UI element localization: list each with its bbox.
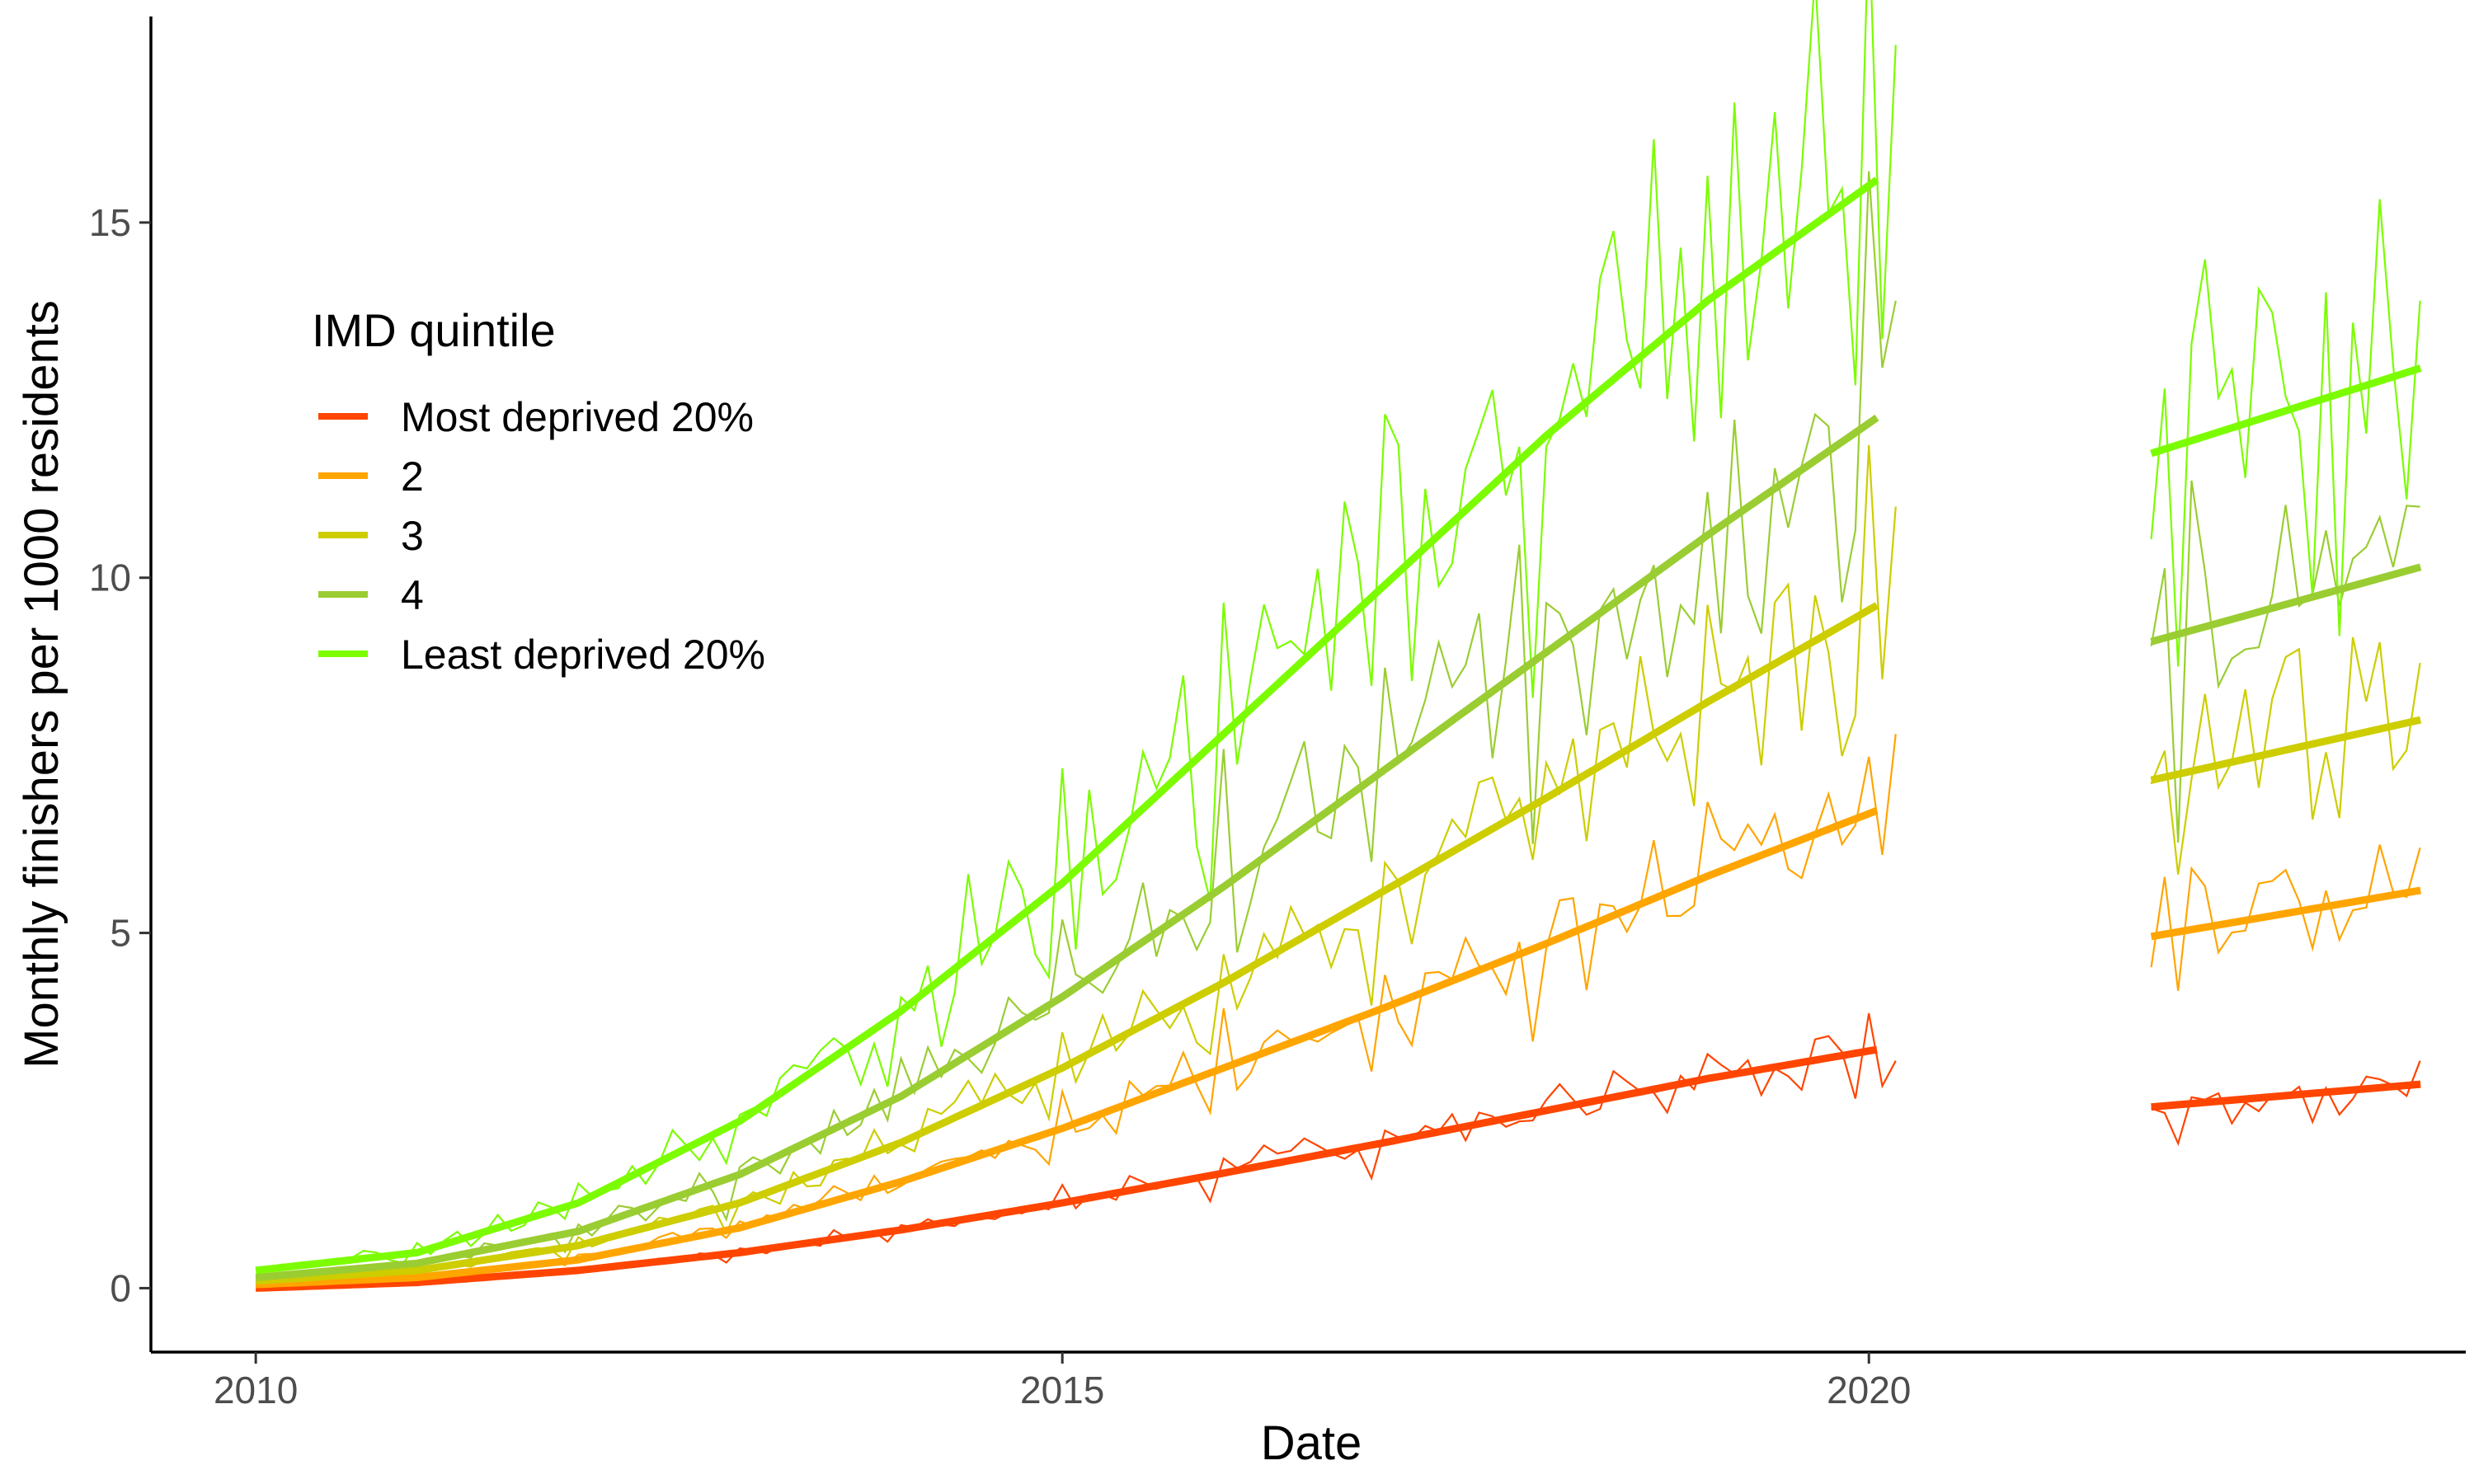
trend-line-5-period1 <box>255 176 1879 1275</box>
legend-label: Most deprived 20% <box>401 394 754 440</box>
x-tick-label: 2010 <box>214 1369 298 1411</box>
monthly-line-2-period2 <box>2150 844 2421 991</box>
x-axis-ticks: 2010 2015 2020 <box>214 1352 1911 1411</box>
y-tick-label: 15 <box>89 201 131 244</box>
y-tick-label: 0 <box>110 1266 131 1309</box>
y-axis-title: Monthly finishers per 1000 residents <box>15 300 68 1068</box>
legend-label: Least deprived 20% <box>401 632 765 678</box>
trend-line-3-period2 <box>2150 716 2422 784</box>
legend-label: 2 <box>401 453 424 500</box>
y-tick-label: 5 <box>110 912 131 955</box>
trend-line-1-period2 <box>2151 1080 2421 1111</box>
trend-line-3-period1 <box>255 602 1879 1285</box>
trend-line-4-period1 <box>255 414 1879 1281</box>
x-axis-title: Date <box>1261 1416 1362 1470</box>
trend-line-2-period2 <box>2150 886 2421 941</box>
monthly-line-3-period2 <box>2150 636 2421 875</box>
trend-line-4-period2 <box>2150 563 2422 646</box>
trend-line-1-period1 <box>255 1045 1878 1292</box>
monthly-line-4-period2 <box>2150 480 2420 843</box>
x-tick-label: 2020 <box>1827 1369 1911 1411</box>
trend-lines-layer <box>255 176 2422 1292</box>
legend-label: 4 <box>401 572 424 618</box>
monthly-line-5-period2 <box>2150 199 2421 667</box>
legend-title: IMD quintile <box>312 304 556 356</box>
x-tick-label: 2015 <box>1020 1369 1104 1411</box>
legend-label: 3 <box>401 513 424 559</box>
plot-area <box>255 0 2422 1292</box>
legend: IMD quintile Most deprived 20% 2 3 4 Least d… <box>312 304 765 678</box>
trend-line-5-period2 <box>2150 364 2422 458</box>
y-tick-label: 10 <box>89 556 131 599</box>
trend-line-2-period1 <box>255 806 1879 1289</box>
y-axis-ticks: 0 5 10 15 <box>89 201 151 1309</box>
legend-items: Most deprived 20% 2 3 4 Least deprived 20% <box>318 394 765 678</box>
